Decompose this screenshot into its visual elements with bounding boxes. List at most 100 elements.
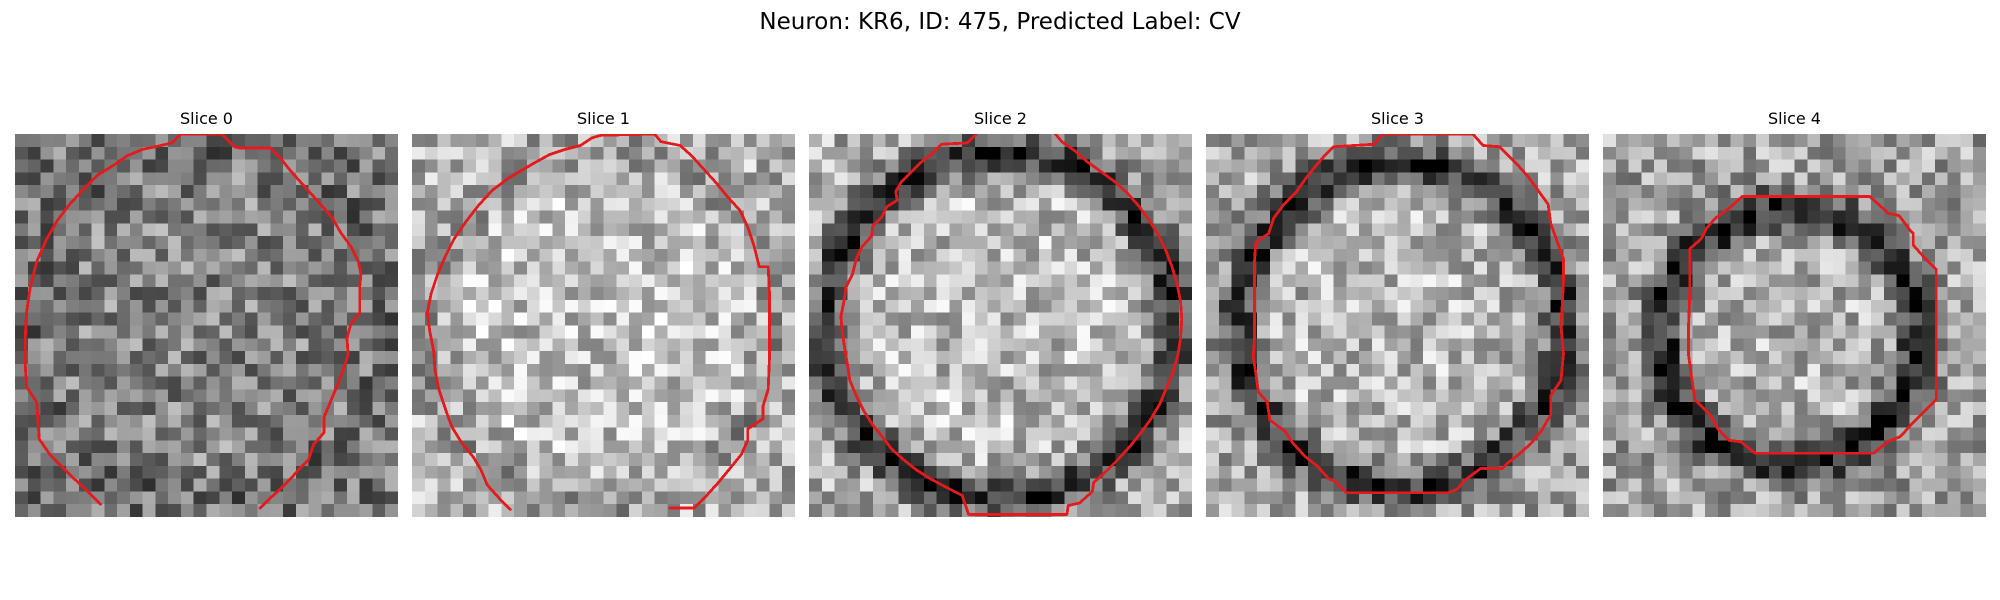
pixel — [1730, 287, 1744, 301]
pixel — [1333, 376, 1347, 390]
pixel — [680, 402, 694, 416]
pixel — [1615, 478, 1629, 492]
pixel — [501, 363, 515, 377]
pixel — [821, 491, 835, 505]
pixel — [206, 287, 220, 301]
pixel — [680, 389, 694, 403]
pixel — [1512, 223, 1526, 237]
pixel — [424, 465, 438, 479]
pixel — [1179, 427, 1192, 441]
pixel — [1794, 376, 1808, 390]
pixel — [1717, 414, 1731, 428]
pixel — [295, 325, 309, 339]
pixel — [1883, 274, 1897, 288]
pixel — [463, 134, 477, 148]
pixel — [987, 274, 1001, 288]
pixel — [40, 491, 54, 505]
pixel — [424, 146, 438, 160]
pixel — [1000, 159, 1014, 173]
pixel — [66, 491, 80, 505]
pixel — [1845, 197, 1859, 211]
slice-title: Slice 4 — [1768, 109, 1821, 128]
pixel — [1654, 274, 1668, 288]
pixel — [1461, 440, 1475, 454]
pixel — [1153, 363, 1167, 377]
pixel — [1371, 274, 1385, 288]
pixel — [295, 389, 309, 403]
pixel — [1679, 478, 1693, 492]
pixel — [1896, 134, 1910, 148]
pixel — [782, 236, 795, 250]
pixel — [1934, 351, 1948, 365]
pixel — [1051, 478, 1065, 492]
pixel — [1973, 210, 1986, 224]
pixel — [295, 274, 309, 288]
slice-title: Slice 2 — [974, 109, 1027, 128]
pixel — [1756, 299, 1770, 313]
pixel — [860, 223, 874, 237]
pixel — [603, 402, 617, 416]
pixel — [590, 185, 604, 199]
pixel — [1794, 159, 1808, 173]
pixel — [1166, 172, 1180, 186]
pixel — [1781, 172, 1795, 186]
pixel — [450, 491, 464, 505]
pixel — [565, 248, 579, 262]
pixel — [705, 223, 719, 237]
pixel — [1973, 185, 1986, 199]
pixel — [1051, 338, 1065, 352]
pixel — [1692, 172, 1706, 186]
pixel — [1603, 402, 1617, 416]
pixel — [1435, 172, 1449, 186]
pixel — [219, 453, 233, 467]
pixel — [193, 274, 207, 288]
pixel — [1717, 172, 1731, 186]
pixel — [987, 453, 1001, 467]
pixel — [705, 376, 719, 390]
pixel — [1231, 146, 1245, 160]
pixel — [1603, 146, 1617, 160]
pixel — [1820, 248, 1834, 262]
pixel — [885, 338, 899, 352]
pixel — [475, 491, 489, 505]
pixel — [501, 504, 515, 517]
pixel — [616, 312, 630, 326]
pixel — [1641, 274, 1655, 288]
pixel — [1179, 261, 1192, 275]
pixel — [1038, 491, 1052, 505]
pixel — [1064, 312, 1078, 326]
pixel — [1166, 465, 1180, 479]
pixel — [1397, 414, 1411, 428]
pixel — [40, 287, 54, 301]
pixel — [1499, 312, 1513, 326]
pixel — [603, 146, 617, 160]
pixel — [1000, 325, 1014, 339]
pixel — [1832, 299, 1846, 313]
pixel — [667, 427, 681, 441]
pixel — [680, 210, 694, 224]
pixel — [78, 299, 92, 313]
pixel — [412, 363, 426, 377]
pixel — [372, 453, 386, 467]
pixel — [680, 414, 694, 428]
pixel — [1794, 248, 1808, 262]
pixel — [1512, 427, 1526, 441]
pixel — [1705, 312, 1719, 326]
pixel — [949, 146, 963, 160]
pixel — [412, 274, 426, 288]
pixel — [718, 287, 732, 301]
pixel — [885, 261, 899, 275]
pixel — [1282, 261, 1296, 275]
pixel — [1641, 389, 1655, 403]
pixel — [821, 376, 835, 390]
pixel — [1705, 351, 1719, 365]
pixel — [1077, 185, 1091, 199]
pixel — [1896, 376, 1910, 390]
pixel — [1717, 146, 1731, 160]
pixel — [1308, 491, 1322, 505]
pixel — [1537, 274, 1551, 288]
pixel — [1231, 261, 1245, 275]
pixel — [1231, 491, 1245, 505]
pixel — [1692, 414, 1706, 428]
pixel — [1282, 299, 1296, 313]
